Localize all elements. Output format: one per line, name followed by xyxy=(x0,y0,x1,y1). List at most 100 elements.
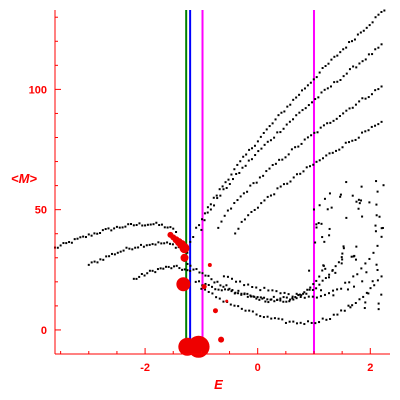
data-point xyxy=(259,289,262,292)
data-point xyxy=(289,103,292,106)
data-point xyxy=(328,227,331,230)
data-point xyxy=(271,164,274,167)
data-point xyxy=(353,254,356,257)
data-point xyxy=(107,227,110,230)
data-point xyxy=(154,271,157,274)
data-point xyxy=(285,300,288,303)
data-point xyxy=(312,78,315,81)
data-point xyxy=(353,285,356,288)
data-point xyxy=(162,267,165,270)
data-point xyxy=(289,298,292,301)
data-point xyxy=(228,183,231,186)
data-point xyxy=(303,296,306,299)
data-point xyxy=(365,271,368,274)
data-point xyxy=(339,195,342,198)
data-point xyxy=(79,236,82,239)
data-point xyxy=(288,120,291,123)
data-point xyxy=(345,109,348,112)
highlight-point xyxy=(180,253,189,262)
data-point xyxy=(358,298,361,301)
highlight-point xyxy=(225,299,229,303)
data-point xyxy=(236,163,239,166)
data-point xyxy=(93,260,96,263)
data-point xyxy=(166,241,169,244)
data-point xyxy=(303,138,306,141)
data-point xyxy=(301,109,304,112)
data-point xyxy=(368,257,371,260)
data-point xyxy=(246,292,249,295)
data-point xyxy=(370,125,373,128)
data-point xyxy=(300,294,303,297)
data-point xyxy=(378,215,381,218)
x-tick-label: 0 xyxy=(255,362,261,374)
data-point xyxy=(237,227,240,230)
data-point xyxy=(128,247,131,250)
data-point xyxy=(219,284,222,287)
data-point xyxy=(284,156,287,159)
data-point xyxy=(121,226,124,229)
data-point xyxy=(353,38,356,41)
data-point xyxy=(206,211,209,214)
data-point xyxy=(305,292,308,295)
data-point xyxy=(298,111,301,114)
data-point xyxy=(200,287,203,290)
data-point xyxy=(212,196,215,199)
data-point xyxy=(181,268,184,271)
data-point xyxy=(87,233,90,236)
data-point xyxy=(148,269,151,272)
data-point xyxy=(266,315,269,318)
data-point xyxy=(266,298,269,301)
data-point xyxy=(263,296,266,299)
data-point xyxy=(377,88,380,91)
data-point xyxy=(342,75,345,78)
data-point xyxy=(328,234,331,237)
data-point xyxy=(318,283,321,286)
data-point xyxy=(96,232,99,235)
data-point xyxy=(315,279,318,282)
x-tick-label: 2 xyxy=(367,362,373,374)
data-point xyxy=(292,320,295,323)
data-point xyxy=(198,271,201,274)
data-point xyxy=(201,218,204,221)
data-point xyxy=(273,193,276,196)
data-point xyxy=(102,258,105,261)
data-point xyxy=(364,97,367,100)
data-point xyxy=(291,295,294,298)
data-point xyxy=(249,184,252,187)
data-point xyxy=(315,160,318,163)
data-point xyxy=(220,289,223,292)
data-point xyxy=(240,292,243,295)
data-point xyxy=(360,185,363,188)
data-point xyxy=(317,96,320,99)
data-point xyxy=(287,293,290,296)
data-point xyxy=(259,296,262,299)
data-point xyxy=(317,222,320,225)
data-point xyxy=(260,147,263,150)
data-point xyxy=(266,195,269,198)
data-point xyxy=(338,115,341,118)
data-point xyxy=(299,172,302,175)
x-tick-label: -2 xyxy=(140,362,150,374)
data-point xyxy=(198,224,201,227)
data-point xyxy=(163,242,166,245)
data-point xyxy=(302,292,305,295)
data-point xyxy=(348,41,351,44)
data-point xyxy=(229,303,232,306)
data-point xyxy=(122,249,125,252)
data-point xyxy=(215,194,218,197)
data-point xyxy=(209,203,212,206)
data-point xyxy=(258,298,261,301)
data-point xyxy=(251,310,254,313)
data-point xyxy=(214,288,217,291)
data-point xyxy=(258,176,261,179)
data-point xyxy=(237,289,240,292)
data-point xyxy=(240,293,243,296)
data-point xyxy=(250,295,253,298)
data-point xyxy=(319,126,322,129)
data-point xyxy=(299,321,302,324)
data-point xyxy=(328,152,331,155)
data-point xyxy=(361,131,364,134)
data-point xyxy=(267,301,270,304)
data-point xyxy=(289,180,292,183)
data-point xyxy=(330,206,333,209)
